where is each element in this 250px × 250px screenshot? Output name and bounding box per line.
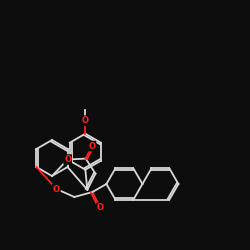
Text: O: O [97,204,104,212]
Text: O: O [64,155,71,164]
Text: O: O [53,184,60,194]
Text: O: O [88,142,96,150]
Text: O: O [82,116,89,125]
